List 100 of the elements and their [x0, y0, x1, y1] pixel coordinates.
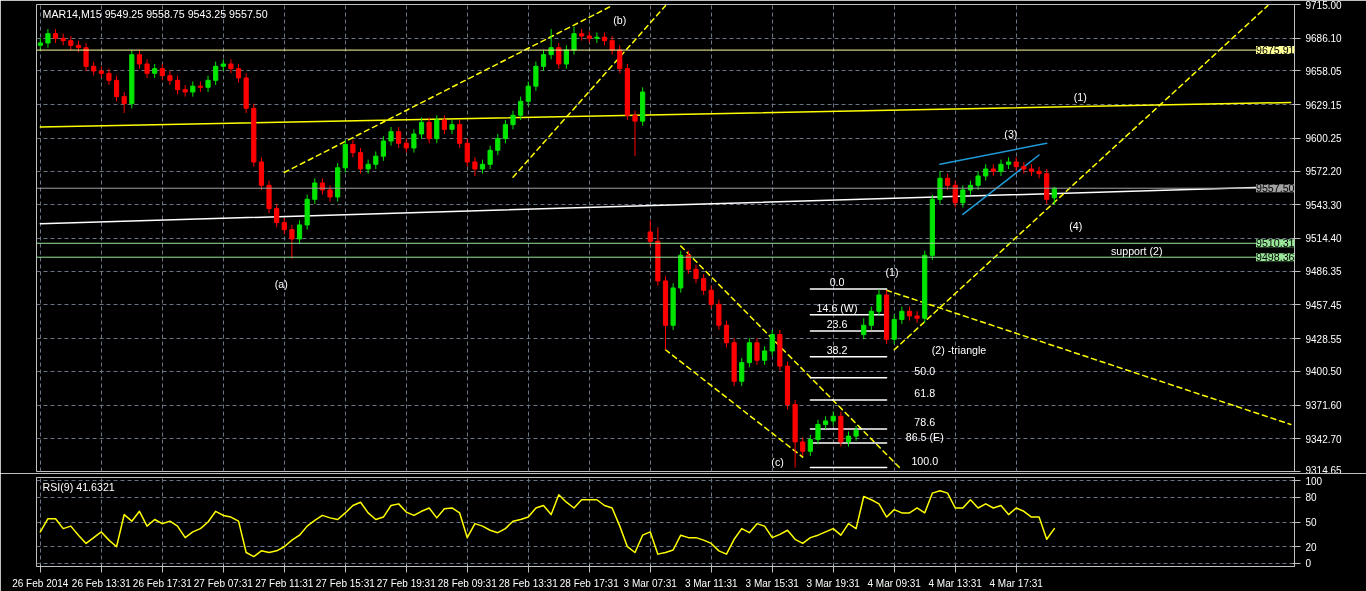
- candlestick: [380, 135, 386, 162]
- candlestick: [136, 49, 143, 70]
- candlestick: [594, 32, 600, 44]
- y-tick-label: 9371.60: [1305, 400, 1343, 412]
- candlestick: [258, 156, 265, 191]
- ref-line-label: 9498.36: [1255, 251, 1295, 264]
- candlestick: [693, 264, 699, 284]
- annotation: support (2): [1110, 244, 1163, 257]
- candlestick: [769, 329, 775, 357]
- candlestick: [891, 314, 897, 345]
- candlestick: [464, 138, 470, 168]
- candlestick: [487, 145, 493, 170]
- candlestick: [174, 75, 181, 95]
- annotation: (1): [885, 265, 899, 278]
- candlestick: [617, 44, 623, 74]
- annotation: 0.0: [829, 276, 845, 289]
- ref-line-label: 9675.91: [1255, 44, 1295, 57]
- candlestick: [296, 219, 303, 245]
- x-tick-label: 28 Feb 13:31: [498, 577, 559, 589]
- candlestick: [1036, 166, 1042, 179]
- candlestick: [396, 126, 402, 149]
- candlestick: [197, 80, 204, 93]
- chart-title: RSI(9) 41.6321: [42, 480, 115, 493]
- candlestick: [411, 128, 417, 154]
- x-tick-label: 3 Mar 15:31: [745, 577, 800, 589]
- y-tick-label: 9600.25: [1305, 133, 1343, 145]
- candlestick: [685, 250, 691, 275]
- y-tick-label: 100: [1305, 475, 1323, 487]
- candlestick: [701, 273, 707, 296]
- candlestick: [213, 61, 219, 86]
- ref-line-label: 9510.31: [1255, 237, 1295, 250]
- x-tick-label: 3 Mar 07:31: [623, 577, 678, 589]
- candlestick: [45, 28, 51, 49]
- candlestick: [914, 310, 920, 324]
- y-tick-label: 9658.05: [1305, 65, 1343, 77]
- candlestick: [266, 180, 272, 214]
- annotation: (4): [1069, 220, 1083, 233]
- candlestick: [106, 68, 112, 86]
- ref-line-label: 9557.50: [1255, 182, 1295, 195]
- y-tick-label: 9457.45: [1305, 299, 1343, 311]
- candlestick: [289, 224, 295, 260]
- x-tick-label: 27 Feb 19:31: [376, 577, 437, 589]
- candlestick: [510, 110, 516, 130]
- candlestick: [449, 119, 455, 135]
- candlestick: [350, 139, 356, 158]
- annotation: 61.8: [914, 386, 936, 399]
- candlestick: [952, 180, 958, 208]
- candlestick: [426, 117, 432, 144]
- y-tick-label: 9686.10: [1305, 33, 1343, 45]
- annotation: 78.6: [914, 416, 936, 429]
- x-tick-label: 28 Feb 09:31: [437, 577, 498, 589]
- y-tick-label: 0: [1305, 558, 1312, 570]
- candlestick: [205, 75, 211, 93]
- candlestick: [754, 337, 760, 366]
- annotation: 100.0: [911, 454, 939, 467]
- x-tick-label: 26 Feb 2014: [12, 577, 69, 589]
- candlestick: [357, 147, 364, 175]
- annotation: (c): [771, 455, 784, 468]
- x-tick-label: 3 Mar 19:31: [806, 577, 861, 589]
- annotation: (a): [274, 278, 288, 291]
- candlestick: [388, 126, 394, 147]
- candlestick: [632, 110, 638, 157]
- y-tick-label: 9486.35: [1305, 266, 1343, 278]
- y-tick-label: 9400.50: [1305, 366, 1343, 378]
- annotation: (3): [1004, 127, 1018, 140]
- candlestick: [533, 61, 539, 92]
- y-tick-label: 9572.20: [1305, 166, 1343, 178]
- candlestick: [121, 91, 127, 114]
- candlestick: [518, 96, 524, 121]
- candlestick: [647, 219, 653, 247]
- candlestick: [853, 425, 859, 442]
- candlestick: [167, 70, 173, 86]
- candlestick: [998, 159, 1004, 177]
- annotation: (2) -triangle: [931, 343, 987, 356]
- y-tick-label: 9715.00: [1305, 0, 1343, 11]
- candlestick: [418, 117, 425, 140]
- candlestick: [960, 184, 966, 208]
- candlestick: [609, 35, 615, 56]
- candlestick: [342, 139, 348, 173]
- candlestick: [495, 133, 501, 156]
- candlestick: [502, 119, 508, 144]
- candlestick: [144, 58, 150, 79]
- candlestick: [312, 177, 318, 205]
- candlestick: [563, 44, 569, 70]
- annotation: 38.2: [826, 343, 848, 356]
- candlestick: [739, 357, 745, 387]
- candlestick: [235, 63, 242, 84]
- annotation: 14.6 (W): [816, 301, 858, 314]
- annotation: (b): [613, 13, 627, 26]
- x-tick-label: 26 Feb 13:31: [71, 577, 132, 589]
- candlestick: [975, 170, 981, 191]
- candlestick: [457, 119, 463, 149]
- candlestick: [876, 288, 882, 317]
- candlestick: [800, 436, 806, 457]
- candlestick: [540, 49, 547, 72]
- candlestick: [228, 58, 234, 74]
- candlestick: [815, 419, 821, 445]
- candlestick: [556, 42, 562, 70]
- candlestick: [441, 114, 447, 135]
- annotation: 86.5 (E): [905, 431, 944, 444]
